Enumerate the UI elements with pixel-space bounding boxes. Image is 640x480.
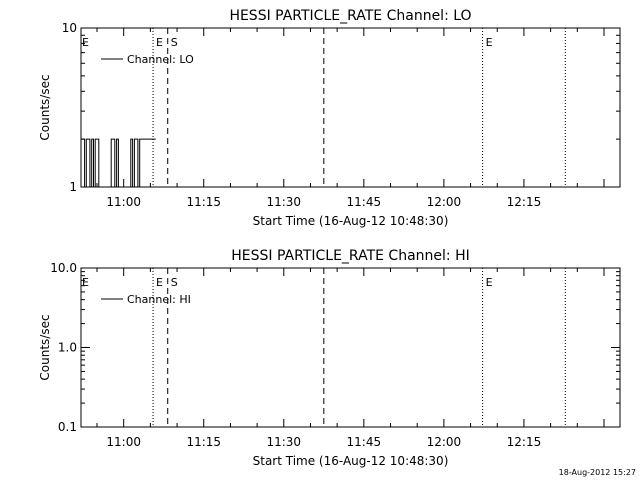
x-tick-label: 11:30	[266, 195, 301, 209]
x-tick-label: 11:15	[186, 195, 221, 209]
event-marker-label: E	[82, 276, 89, 289]
footer-timestamp: 18-Aug-2012 15:27	[559, 468, 636, 477]
y-tick-label: 1.0	[58, 341, 77, 355]
event-marker-label: E	[486, 36, 493, 49]
x-tick-label: 12:15	[507, 195, 542, 209]
x-tick-label: 11:45	[347, 195, 382, 209]
y-axis-label: Counts/sec	[38, 74, 52, 140]
chart-panel-1: HESSI PARTICLE_RATE Channel: LO Start Tim…	[38, 8, 621, 228]
event-marker-label: S	[171, 36, 178, 49]
x-tick-label: 11:15	[186, 435, 221, 449]
legend-label: Channel: HI	[127, 293, 191, 306]
event-marker-label: S	[171, 276, 178, 289]
y-tick-label: 10	[62, 21, 77, 35]
event-marker-label: E	[156, 276, 163, 289]
x-tick-label: 11:30	[266, 435, 301, 449]
event-marker-label: E	[486, 276, 493, 289]
x-tick-label: 12:00	[427, 435, 462, 449]
x-tick-label: 11:45	[347, 435, 382, 449]
y-tick-label: 1	[69, 180, 77, 194]
event-marker-label: E	[82, 36, 89, 49]
x-tick-label: 11:00	[106, 195, 141, 209]
legend-label: Channel: LO	[127, 53, 194, 66]
y-tick-label: 10.0	[50, 261, 77, 275]
plot-frame	[80, 267, 621, 428]
x-tick-label: 11:00	[106, 435, 141, 449]
x-axis-label: Start Time (16-Aug-12 10:48:30)	[253, 454, 449, 468]
x-tick-label: 12:15	[507, 435, 542, 449]
plot-frame	[80, 27, 621, 188]
event-marker-label: E	[156, 36, 163, 49]
chart-panel-2: HESSI PARTICLE_RATE Channel: HI Start Tim…	[38, 248, 621, 468]
chart-title: HESSI PARTICLE_RATE Channel: HI	[231, 248, 469, 264]
chart-title: HESSI PARTICLE_RATE Channel: LO	[229, 8, 471, 24]
x-tick-label: 12:00	[427, 195, 462, 209]
x-axis-label: Start Time (16-Aug-12 10:48:30)	[253, 214, 449, 228]
series-line	[81, 138, 156, 188]
y-axis-label: Counts/sec	[38, 314, 52, 380]
y-tick-label: 0.1	[58, 420, 77, 434]
